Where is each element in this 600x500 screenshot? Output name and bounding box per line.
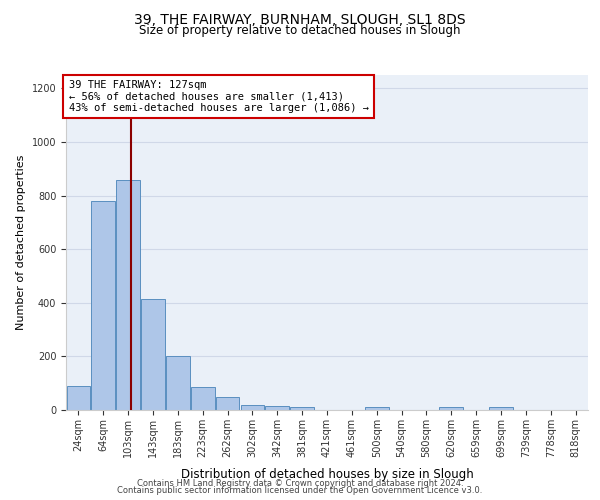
Text: Contains public sector information licensed under the Open Government Licence v3: Contains public sector information licen… <box>118 486 482 495</box>
Bar <box>166 356 190 410</box>
Bar <box>439 408 463 410</box>
Bar <box>191 387 215 410</box>
Text: 39 THE FAIRWAY: 127sqm
← 56% of detached houses are smaller (1,413)
43% of semi-: 39 THE FAIRWAY: 127sqm ← 56% of detached… <box>68 80 368 113</box>
Bar <box>265 406 289 410</box>
Bar <box>141 299 165 410</box>
Bar <box>290 408 314 410</box>
Bar <box>489 408 513 410</box>
Bar <box>91 201 115 410</box>
Y-axis label: Number of detached properties: Number of detached properties <box>16 155 26 330</box>
Bar <box>116 180 140 410</box>
Text: 39, THE FAIRWAY, BURNHAM, SLOUGH, SL1 8DS: 39, THE FAIRWAY, BURNHAM, SLOUGH, SL1 8D… <box>134 12 466 26</box>
Bar <box>365 408 389 410</box>
Text: Contains HM Land Registry data © Crown copyright and database right 2024.: Contains HM Land Registry data © Crown c… <box>137 478 463 488</box>
Bar <box>216 396 239 410</box>
Bar <box>67 386 90 410</box>
Bar <box>241 404 264 410</box>
X-axis label: Distribution of detached houses by size in Slough: Distribution of detached houses by size … <box>181 468 473 481</box>
Text: Size of property relative to detached houses in Slough: Size of property relative to detached ho… <box>139 24 461 37</box>
